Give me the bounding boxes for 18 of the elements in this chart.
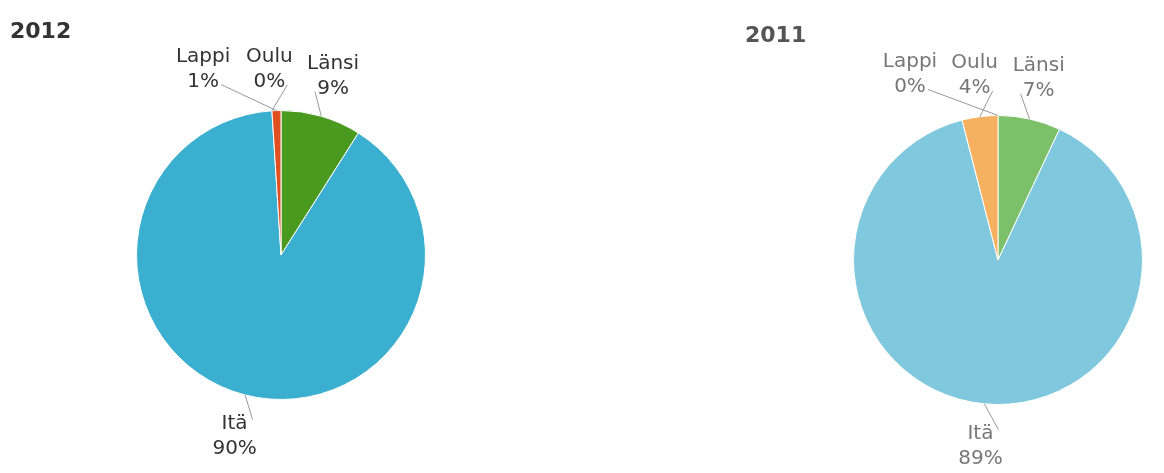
data-label: 89%: [958, 444, 1003, 469]
slice-label: Lappi: [175, 42, 231, 67]
data-label: 90%: [212, 434, 257, 459]
chart-title: 2011: [745, 22, 807, 47]
data-label: 7%: [1022, 77, 1055, 102]
chart-title: 2012: [10, 18, 72, 43]
slice-label: Itä: [967, 419, 994, 444]
text: 0%: [253, 68, 286, 93]
slice-label: Länsi: [1012, 52, 1065, 77]
slice-label: Itä: [221, 409, 248, 434]
category-label: Oulu: [245, 43, 293, 68]
data-label: 9%: [317, 75, 349, 100]
slice-label: Oulu: [951, 49, 998, 74]
slice-label: Länsi: [307, 50, 360, 75]
data-label: 4%: [958, 74, 991, 99]
data-label: 1%: [187, 67, 220, 92]
text: 0%: [894, 72, 926, 97]
category-label: Lappi: [882, 47, 938, 72]
